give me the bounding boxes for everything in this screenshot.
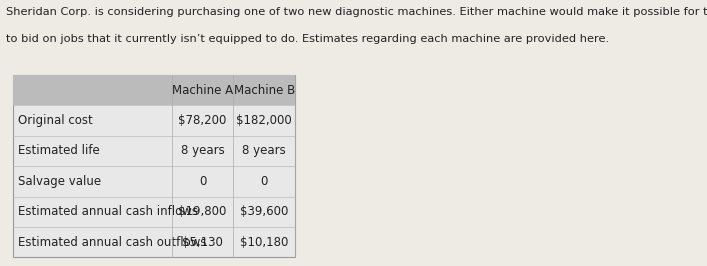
Text: 8 years: 8 years: [181, 144, 225, 157]
Text: Estimated annual cash outflows: Estimated annual cash outflows: [18, 236, 206, 249]
Text: Sheridan Corp. is considering purchasing one of two new diagnostic machines. Eit: Sheridan Corp. is considering purchasing…: [6, 7, 707, 17]
Text: $19,800: $19,800: [178, 205, 227, 218]
Text: Salvage value: Salvage value: [18, 175, 101, 188]
Text: Machine B: Machine B: [234, 84, 295, 97]
FancyBboxPatch shape: [13, 75, 296, 257]
Text: Original cost: Original cost: [18, 114, 93, 127]
Text: $78,200: $78,200: [178, 114, 227, 127]
Text: Estimated annual cash inflows: Estimated annual cash inflows: [18, 205, 198, 218]
Text: $10,180: $10,180: [240, 236, 288, 249]
Text: 0: 0: [199, 175, 206, 188]
Text: to bid on jobs that it currently isn’t equipped to do. Estimates regarding each : to bid on jobs that it currently isn’t e…: [6, 34, 609, 44]
Text: 8 years: 8 years: [243, 144, 286, 157]
Text: Estimated life: Estimated life: [18, 144, 100, 157]
Text: $182,000: $182,000: [237, 114, 292, 127]
FancyBboxPatch shape: [13, 75, 296, 105]
Text: $5,130: $5,130: [182, 236, 223, 249]
Text: 0: 0: [261, 175, 268, 188]
Text: Machine A: Machine A: [172, 84, 233, 97]
Text: $39,600: $39,600: [240, 205, 288, 218]
